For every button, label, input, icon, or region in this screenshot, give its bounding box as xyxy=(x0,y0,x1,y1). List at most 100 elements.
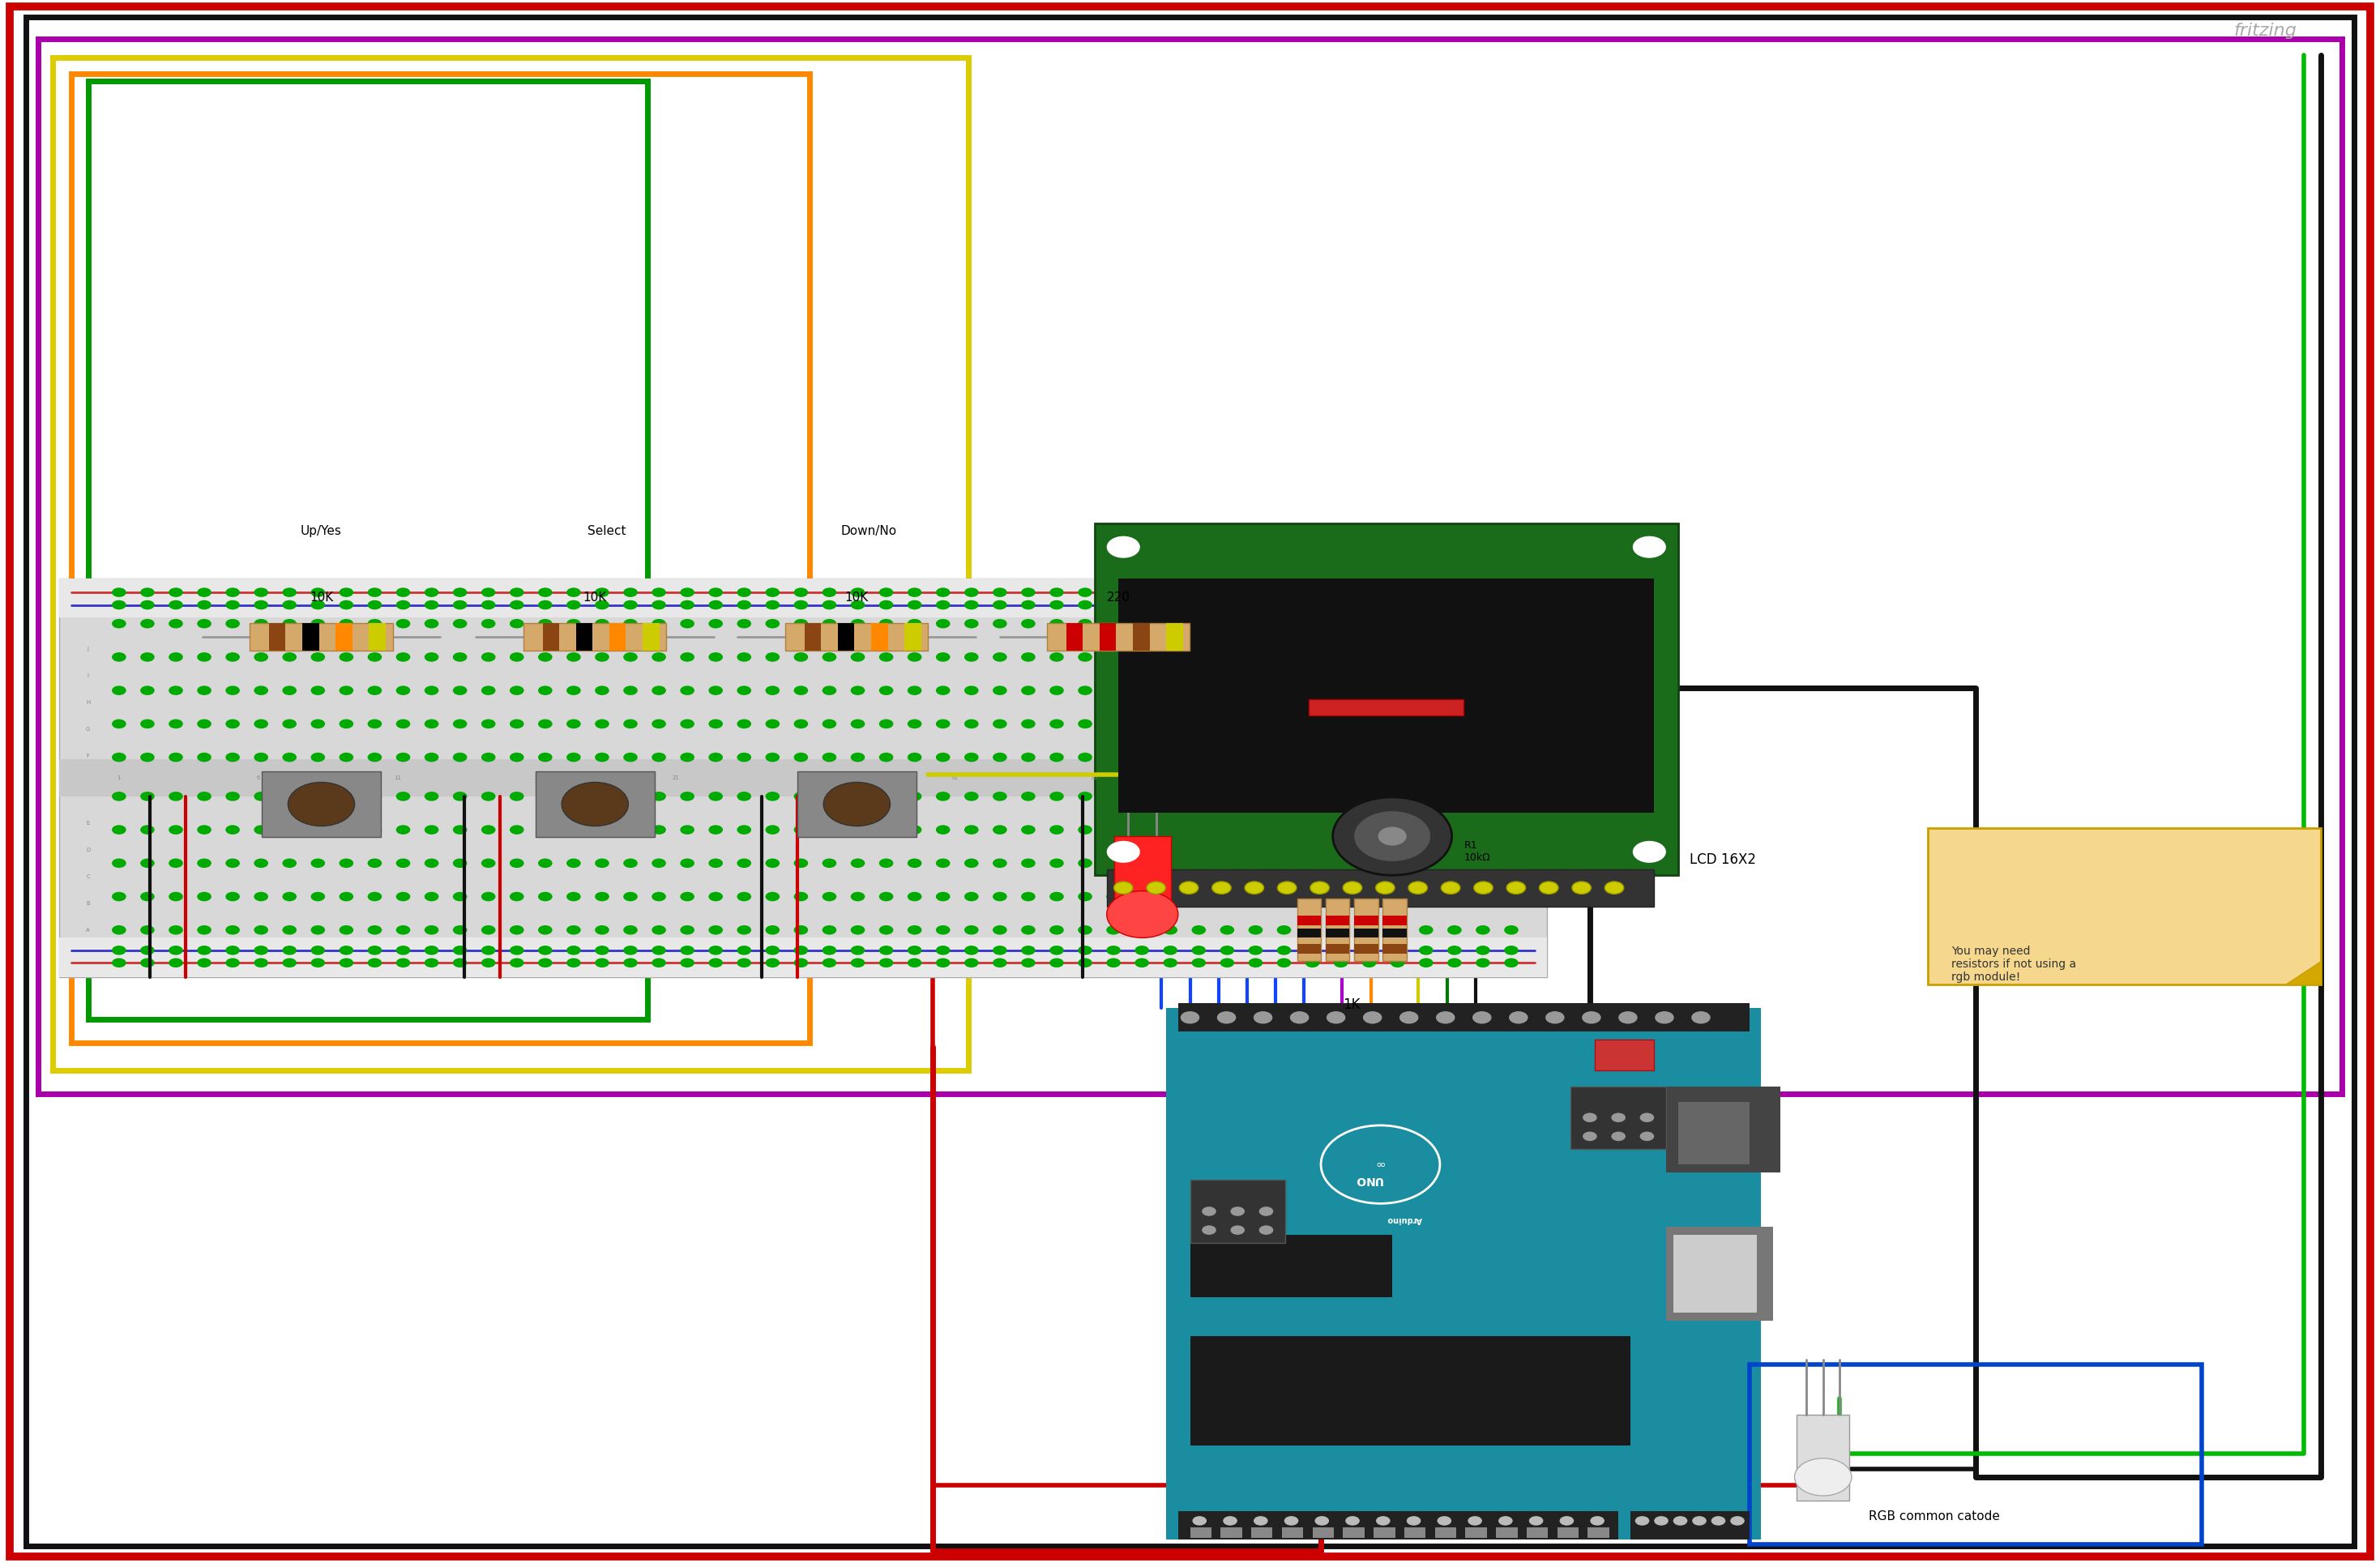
Circle shape xyxy=(850,791,864,800)
Circle shape xyxy=(1333,892,1347,902)
Circle shape xyxy=(709,600,724,610)
Circle shape xyxy=(452,825,466,835)
Bar xyxy=(1178,1511,1618,1540)
Circle shape xyxy=(312,686,326,696)
Circle shape xyxy=(226,925,240,935)
Circle shape xyxy=(312,719,326,728)
Circle shape xyxy=(424,791,438,800)
Circle shape xyxy=(1202,1225,1216,1235)
Circle shape xyxy=(850,588,864,597)
Circle shape xyxy=(1164,686,1178,696)
Circle shape xyxy=(1147,882,1166,894)
Text: B: B xyxy=(86,900,90,905)
Text: E: E xyxy=(86,821,90,825)
Text: You may need
resistors if not using a
rgb module!: You may need resistors if not using a rg… xyxy=(1952,946,2075,983)
Circle shape xyxy=(1342,882,1361,894)
Circle shape xyxy=(964,719,978,728)
Circle shape xyxy=(652,588,666,597)
Circle shape xyxy=(198,686,212,696)
Bar xyxy=(1354,928,1378,938)
Circle shape xyxy=(112,858,126,867)
Bar xyxy=(1311,1527,1333,1538)
Bar xyxy=(1557,1527,1578,1538)
Bar xyxy=(1297,899,1321,961)
Circle shape xyxy=(367,753,381,763)
Circle shape xyxy=(255,719,269,728)
Circle shape xyxy=(1390,619,1404,628)
Circle shape xyxy=(624,619,638,628)
Circle shape xyxy=(595,686,609,696)
Circle shape xyxy=(1447,619,1461,628)
Text: G: G xyxy=(86,727,90,731)
Bar xyxy=(1678,1102,1749,1164)
Circle shape xyxy=(1276,825,1290,835)
Bar xyxy=(1190,1527,1211,1538)
Bar xyxy=(904,624,921,652)
Circle shape xyxy=(850,753,864,763)
Circle shape xyxy=(595,619,609,628)
Circle shape xyxy=(509,652,524,661)
Circle shape xyxy=(681,588,695,597)
Circle shape xyxy=(1504,719,1518,728)
Circle shape xyxy=(1078,719,1092,728)
Circle shape xyxy=(255,686,269,696)
Circle shape xyxy=(1164,719,1178,728)
Circle shape xyxy=(566,946,581,955)
Circle shape xyxy=(795,958,809,967)
Circle shape xyxy=(1078,925,1092,935)
Circle shape xyxy=(1135,825,1150,835)
Circle shape xyxy=(140,652,155,661)
Circle shape xyxy=(255,925,269,935)
Circle shape xyxy=(1540,882,1559,894)
Circle shape xyxy=(1276,719,1290,728)
Bar xyxy=(1297,928,1321,938)
Circle shape xyxy=(1447,686,1461,696)
Circle shape xyxy=(283,600,298,610)
Circle shape xyxy=(452,619,466,628)
Circle shape xyxy=(1216,1011,1235,1024)
Circle shape xyxy=(1590,1516,1604,1525)
Circle shape xyxy=(1221,858,1235,867)
Bar xyxy=(269,624,286,652)
Circle shape xyxy=(340,825,355,835)
Circle shape xyxy=(1192,791,1207,800)
Circle shape xyxy=(1418,719,1433,728)
Circle shape xyxy=(1418,686,1433,696)
Circle shape xyxy=(1050,925,1064,935)
Circle shape xyxy=(795,652,809,661)
Circle shape xyxy=(283,958,298,967)
Circle shape xyxy=(481,619,495,628)
Circle shape xyxy=(452,719,466,728)
Circle shape xyxy=(1250,791,1264,800)
Circle shape xyxy=(1304,719,1319,728)
Circle shape xyxy=(1361,753,1376,763)
Circle shape xyxy=(681,652,695,661)
Text: Up/Yes: Up/Yes xyxy=(300,525,343,538)
Circle shape xyxy=(850,958,864,967)
Circle shape xyxy=(595,652,609,661)
Circle shape xyxy=(283,925,298,935)
Circle shape xyxy=(424,858,438,867)
Circle shape xyxy=(709,719,724,728)
Circle shape xyxy=(367,958,381,967)
Circle shape xyxy=(1447,753,1461,763)
Circle shape xyxy=(821,600,835,610)
Circle shape xyxy=(1476,652,1490,661)
Circle shape xyxy=(1418,619,1433,628)
Circle shape xyxy=(1135,719,1150,728)
Circle shape xyxy=(624,858,638,867)
Circle shape xyxy=(538,858,552,867)
Circle shape xyxy=(1021,600,1035,610)
Circle shape xyxy=(1135,858,1150,867)
Bar xyxy=(1190,1235,1392,1297)
Bar xyxy=(60,578,1547,977)
Circle shape xyxy=(1276,619,1290,628)
Circle shape xyxy=(795,686,809,696)
Circle shape xyxy=(312,946,326,955)
Circle shape xyxy=(481,946,495,955)
Circle shape xyxy=(226,652,240,661)
Circle shape xyxy=(1509,1011,1528,1024)
Circle shape xyxy=(566,600,581,610)
Circle shape xyxy=(1290,1011,1309,1024)
Circle shape xyxy=(340,925,355,935)
